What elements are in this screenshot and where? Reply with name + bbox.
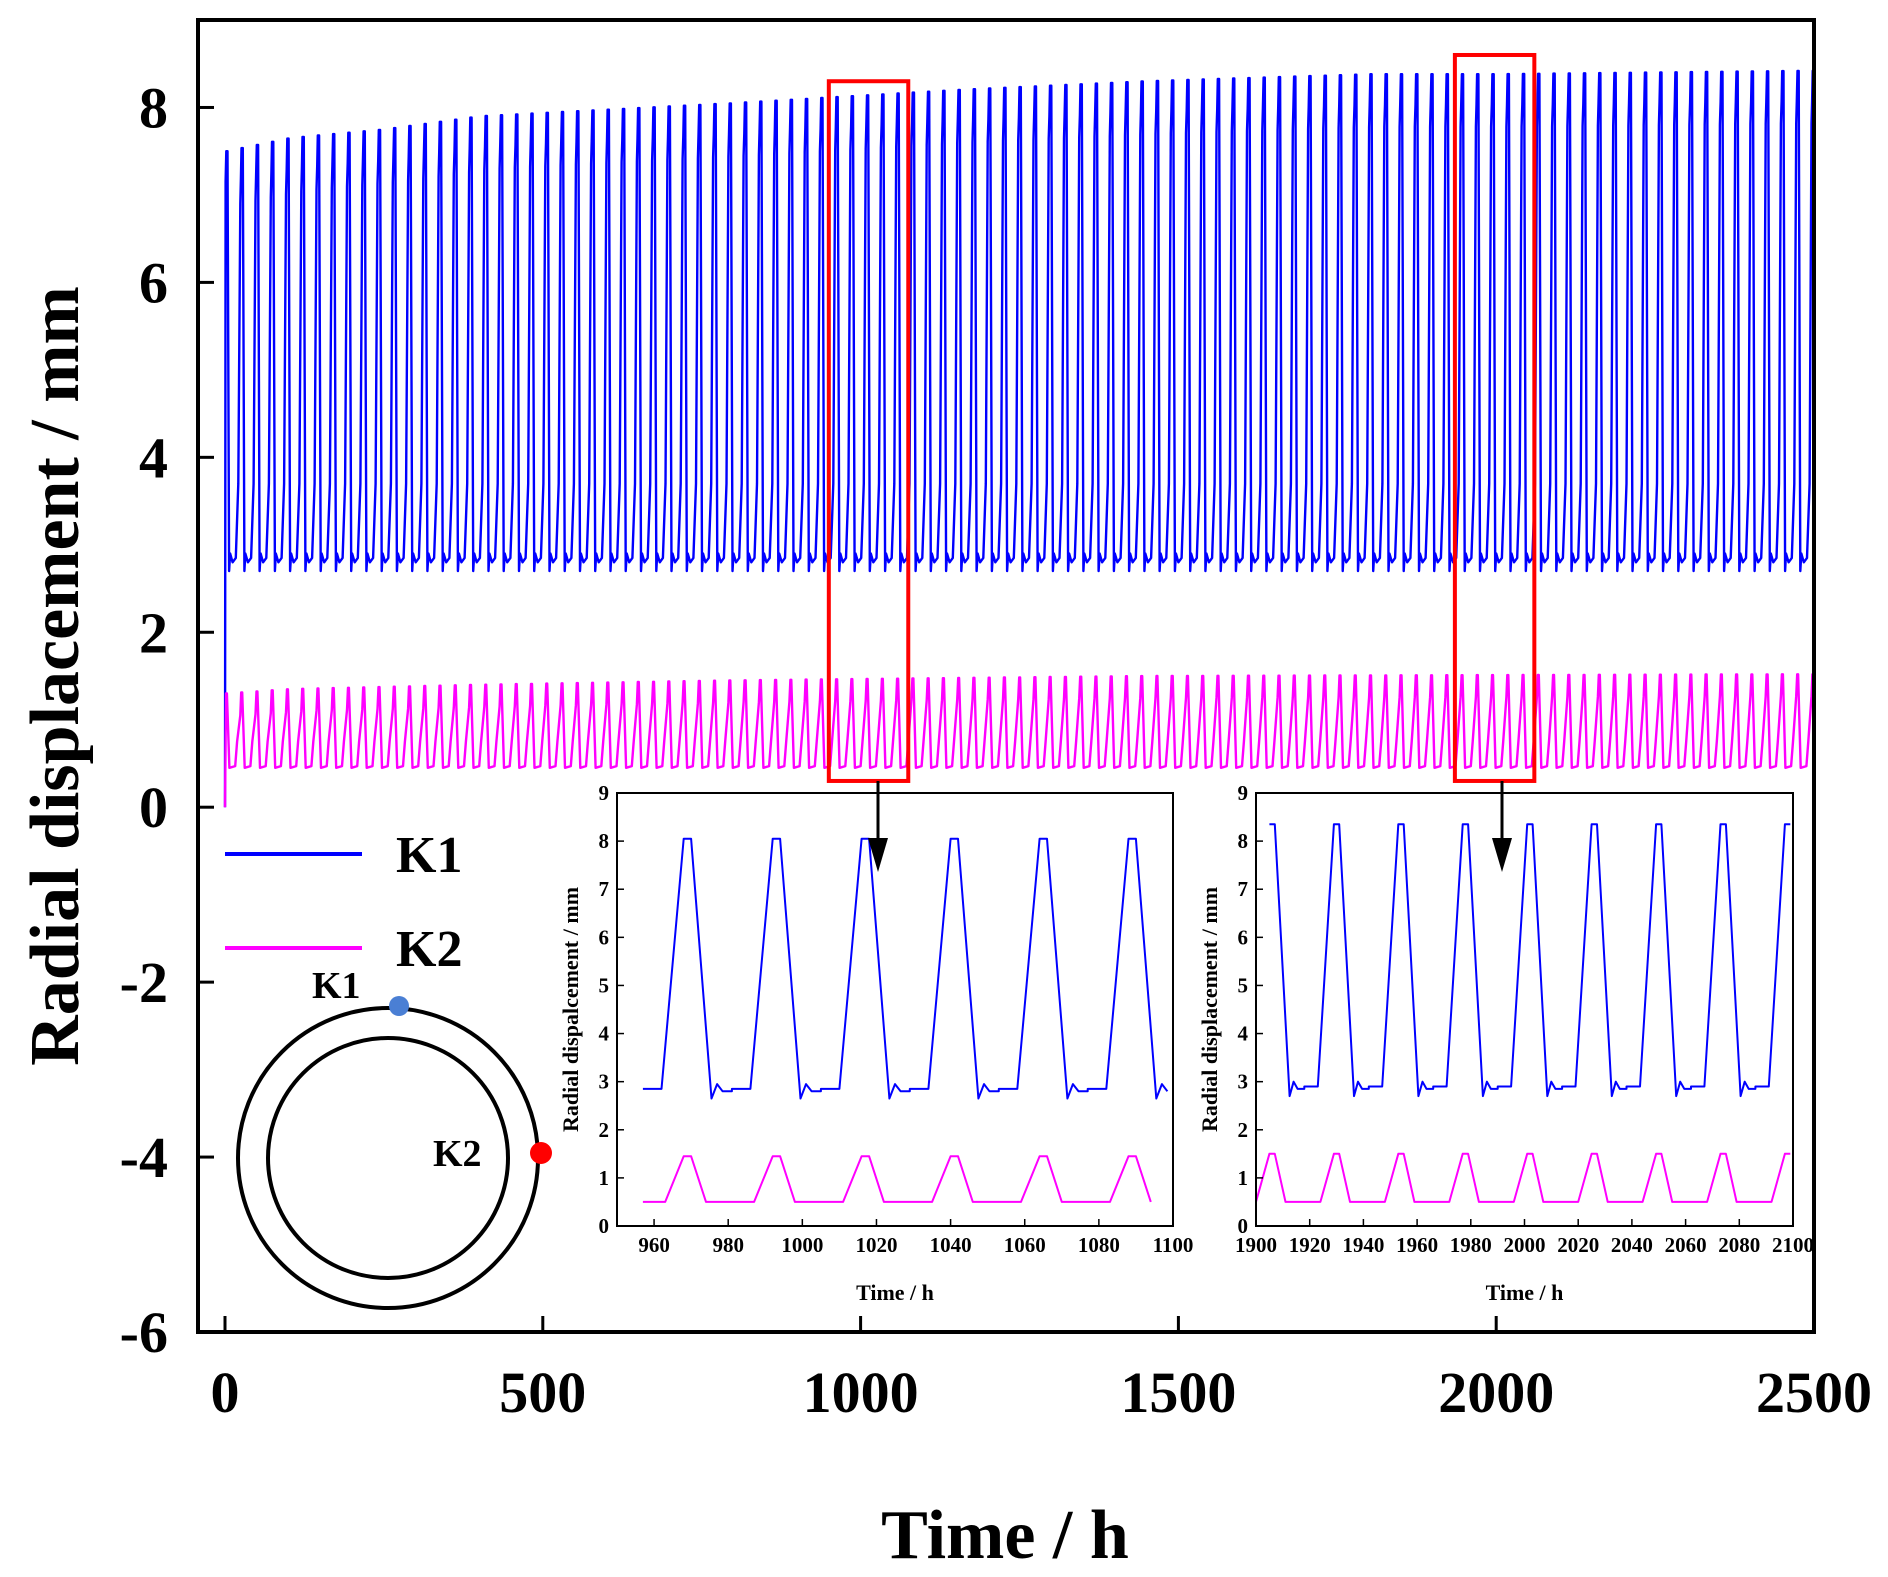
inset-2-x-tick-label: 2040 [1611,1233,1653,1257]
inset-2-y-tick-label: 1 [1238,1166,1249,1190]
x-axis-title: Time / h [881,1497,1129,1574]
inset-1-y-tick-label: 2 [599,1118,610,1142]
main-series-layer [223,69,1814,808]
y-tick-label: 4 [139,425,168,490]
inset-1-y-tick-label: 1 [599,1166,610,1190]
x-tick-label: 1000 [803,1360,919,1425]
legend-k1-label: K1 [396,827,462,884]
inset-2-y-tick-label: 3 [1238,1070,1249,1094]
x-tick-label: 1500 [1120,1360,1236,1425]
inset-2: 1900 1920 1940 1960 1980 2000 2020 2040 2060 2080… [1197,780,1814,1305]
ring-k1-label: K1 [312,965,361,1007]
y-tick-label: -2 [120,950,168,1015]
inset-2-y-tick-label: 8 [1238,829,1249,853]
highlight-window-2 [1452,52,1537,783]
inset-2-x-tick-label: 1960 [1396,1233,1438,1257]
inset-1-pointer-arrow-head [868,838,888,872]
inset-2-x-tick-label: 1980 [1450,1233,1492,1257]
inset-2-y-tick-label: 0 [1238,1214,1249,1238]
inset-2-y-tick-label: 4 [1238,1022,1249,1046]
y-tick-label: 2 [139,600,168,665]
inset-1-y-axis-title: Radial dispalcement / mm [558,887,583,1132]
inset-1-x-tick-label: 1100 [1153,1233,1194,1257]
inset-1-series-k2 [642,1155,1152,1203]
inset-2-x-tick-label: 2020 [1557,1233,1599,1257]
inset-2-y-tick-label: 2 [1238,1118,1249,1142]
highlight-window-layer [826,52,1537,783]
inset-2-y-tick-label: 5 [1238,973,1249,997]
inset-2-y-tick-label: 9 [1238,781,1249,805]
ring-schematic: K1 K2 [236,965,552,1310]
inset-1-x-tick-label: 1040 [930,1233,972,1257]
inset-1-y-tick-label: 8 [599,829,610,853]
inset-2-x-tick-label: 1920 [1289,1233,1331,1257]
inset-1-x-tick-label: 960 [638,1233,670,1257]
y-tick-label: -4 [120,1125,168,1190]
outer-ring [236,1006,540,1310]
inset-1-frame [616,792,1174,1227]
inset-2-y-tick-label: 6 [1238,925,1249,949]
inset-1-x-axis-title: Time / h [856,1280,934,1305]
x-tick-label: 2500 [1756,1360,1872,1425]
inset-2-series-k2 [1255,1152,1791,1203]
inset-2-x-tick-label: 1900 [1235,1233,1277,1257]
y-tick-label: 6 [139,250,168,315]
y-tick-label: 0 [139,775,168,840]
y-tick-label: -6 [120,1300,168,1365]
inset-1-x-tick-label: 1080 [1078,1233,1120,1257]
legend-k2-label: K2 [396,921,462,978]
y-axis-title: Radial displacement / mm [17,286,94,1066]
inset-2-x-tick-label: 2100 [1772,1233,1814,1257]
inset-2-y-tick-label: 7 [1238,877,1249,901]
inset-1-series-k1 [642,837,1169,1100]
inset-1: 960 980 1000 1020 1040 1060 1080 1100 0 1 2 3 4 5 6 7 8 9… [558,780,1194,1305]
inset-2-x-tick-label: 1940 [1342,1233,1384,1257]
series-line-k2 [223,673,1814,808]
inset-1-y-tick-label: 5 [599,973,610,997]
inset-1-x-tick-label: 980 [712,1233,744,1257]
inset-1-y-tick-label: 7 [599,877,610,901]
highlight-window-1 [826,79,911,783]
x-tick-label: 500 [499,1360,586,1425]
y-tick-label: 8 [139,75,168,140]
inset-1-y-tick-label: 4 [599,1022,610,1046]
legend: K1 K2 [225,827,462,978]
x-tick-label: 2000 [1438,1360,1554,1425]
inset-1-y-tick-label: 6 [599,925,610,949]
main-plot-frame [196,18,1816,1334]
inset-1-y-tick-label: 0 [599,1214,610,1238]
k1-point-marker [389,996,409,1016]
inset-2-x-axis-title: Time / h [1486,1280,1564,1305]
inset-1-x-tick-label: 1000 [781,1233,823,1257]
inset-2-pointer-arrow-head [1492,838,1512,872]
series-line-k1 [223,69,1814,808]
ring-k2-label: K2 [433,1133,482,1175]
k2-point-marker [530,1142,552,1164]
inset-1-x-tick-label: 1060 [1004,1233,1046,1257]
inset-1-background [617,793,1173,1226]
inset-2-x-tick-label: 2000 [1504,1233,1546,1257]
inset-2-x-tick-label: 2060 [1665,1233,1707,1257]
inner-ring [266,1036,510,1280]
inset-1-y-tick-label: 3 [599,1070,610,1094]
x-tick-label: 0 [211,1360,240,1425]
inset-1-x-tick-label: 1020 [855,1233,897,1257]
inset-1-y-tick-label: 9 [599,781,610,805]
inset-2-series-k1 [1269,823,1791,1098]
inset-2-x-tick-label: 2080 [1718,1233,1760,1257]
inset-2-y-axis-title: Radial displacement / mm [1197,887,1222,1132]
